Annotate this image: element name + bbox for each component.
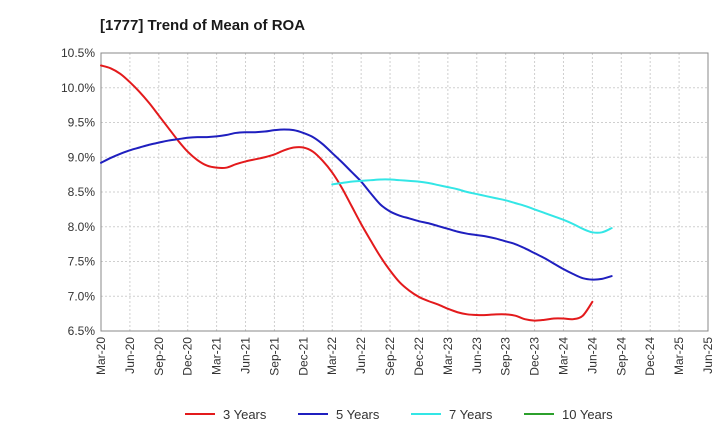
x-tick-label: Jun-24 xyxy=(585,337,599,374)
y-axis: 10.5% 10.0% 9.5% 9.0% 8.5% 8.0% 7.5% 7.0% 6.5% xyxy=(61,46,95,338)
x-tick-label: Jun-21 xyxy=(239,337,253,374)
x-tick-label: Mar-24 xyxy=(556,337,570,375)
x-tick-label: Mar-25 xyxy=(672,337,686,375)
x-tick-label: Jun-22 xyxy=(354,337,368,374)
series-line-3-years xyxy=(100,64,594,322)
x-tick-label: Dec-20 xyxy=(181,337,195,376)
x-tick-label: Sep-24 xyxy=(614,337,628,376)
x-tick-label: Jun-23 xyxy=(470,337,484,374)
legend-label-3-years: 3 Years xyxy=(223,407,267,422)
y-tick-label: 9.5% xyxy=(68,116,96,130)
y-tick-label: 8.0% xyxy=(68,220,96,234)
chart-title: [1777] Trend of Mean of ROA xyxy=(100,17,305,34)
y-tick-label: 10.5% xyxy=(61,46,95,60)
x-tick-label: Jun-25 xyxy=(701,337,715,374)
legend: 3 Years 5 Years 7 Years 10 Years xyxy=(185,407,613,422)
series-line-7-years xyxy=(331,178,613,234)
x-tick-label: Mar-21 xyxy=(210,337,224,375)
series-line-5-years xyxy=(100,128,613,281)
grid-lines xyxy=(100,52,709,332)
x-tick-label: Dec-21 xyxy=(296,337,310,376)
x-tick-label: Dec-24 xyxy=(643,337,657,376)
x-tick-label: Sep-20 xyxy=(152,337,166,376)
x-tick-label: Sep-22 xyxy=(383,337,397,376)
x-tick-label: Sep-21 xyxy=(267,337,281,376)
y-tick-label: 6.5% xyxy=(68,324,96,338)
plot-area xyxy=(100,52,709,332)
x-tick-label: Mar-20 xyxy=(94,337,108,375)
y-tick-label: 10.0% xyxy=(61,81,95,95)
x-tick-label: Dec-23 xyxy=(528,337,542,376)
legend-label-10-years: 10 Years xyxy=(562,407,613,422)
x-tick-label: Sep-23 xyxy=(499,337,513,376)
x-tick-label: Mar-22 xyxy=(325,337,339,375)
x-tick-label: Dec-22 xyxy=(412,337,426,376)
y-tick-label: 9.0% xyxy=(68,150,96,164)
x-axis: Mar-20 Jun-20 Sep-20 Dec-20 Mar-21 Jun-21 Sep-… xyxy=(94,337,715,376)
y-tick-label: 8.5% xyxy=(68,185,96,199)
legend-label-5-years: 5 Years xyxy=(336,407,380,422)
y-tick-label: 7.5% xyxy=(68,255,96,269)
series-layer xyxy=(100,64,613,322)
legend-label-7-years: 7 Years xyxy=(449,407,493,422)
x-tick-label: Jun-20 xyxy=(123,337,137,374)
x-tick-label: Mar-23 xyxy=(441,337,455,375)
y-tick-label: 7.0% xyxy=(68,289,96,303)
